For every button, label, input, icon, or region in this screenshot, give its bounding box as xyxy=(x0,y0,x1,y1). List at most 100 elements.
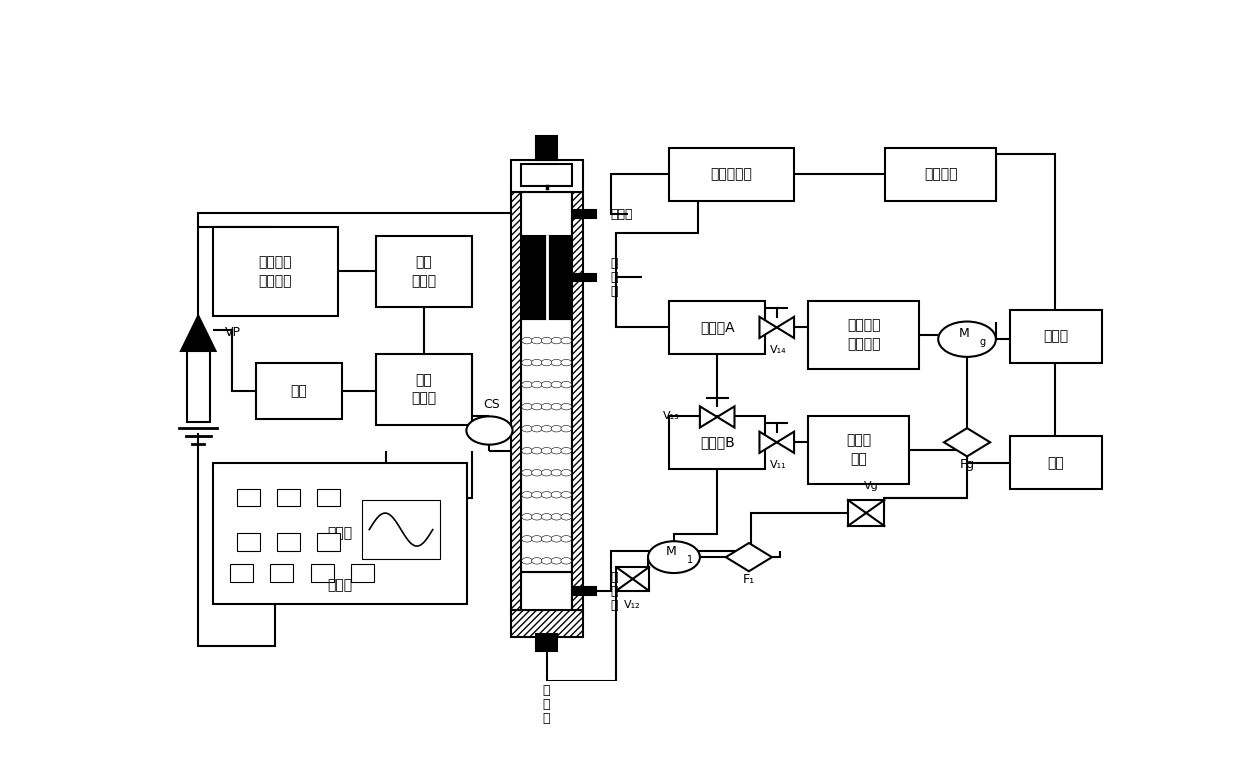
Bar xyxy=(277,533,300,551)
Bar xyxy=(237,533,259,551)
Text: 待处理: 待处理 xyxy=(847,433,872,448)
Text: 气液分离器: 气液分离器 xyxy=(711,168,753,181)
Text: 出气口: 出气口 xyxy=(610,207,632,220)
Bar xyxy=(511,192,521,610)
Bar xyxy=(573,588,596,595)
Circle shape xyxy=(522,470,532,476)
Circle shape xyxy=(551,382,562,388)
Text: Fg: Fg xyxy=(960,458,975,471)
Text: 调压: 调压 xyxy=(415,255,433,269)
Text: 压力阀: 压力阀 xyxy=(1043,329,1069,343)
Bar xyxy=(213,463,467,604)
Bar xyxy=(351,564,374,581)
Bar xyxy=(317,489,341,506)
Circle shape xyxy=(560,492,572,498)
Bar xyxy=(187,351,210,422)
Bar xyxy=(317,533,341,551)
Bar xyxy=(573,274,596,282)
Circle shape xyxy=(532,448,542,454)
Bar xyxy=(277,489,300,506)
Bar xyxy=(521,164,572,186)
Circle shape xyxy=(522,360,532,366)
Circle shape xyxy=(560,558,572,564)
Text: V₁₁: V₁₁ xyxy=(770,461,787,470)
Circle shape xyxy=(466,416,512,444)
Text: 检测单元: 检测单元 xyxy=(847,337,880,351)
Circle shape xyxy=(649,542,699,573)
Circle shape xyxy=(560,513,572,520)
Circle shape xyxy=(532,425,542,432)
Bar xyxy=(1011,310,1101,363)
Circle shape xyxy=(522,448,532,454)
Bar xyxy=(670,301,765,354)
Text: 水样: 水样 xyxy=(851,452,867,466)
Text: 示波器: 示波器 xyxy=(327,578,352,592)
Text: 进
气
口: 进 气 口 xyxy=(610,571,618,611)
Circle shape xyxy=(542,470,552,476)
Bar xyxy=(255,363,342,418)
Bar xyxy=(536,633,558,652)
Circle shape xyxy=(560,470,572,476)
Circle shape xyxy=(532,470,542,476)
Circle shape xyxy=(939,321,996,356)
Circle shape xyxy=(522,425,532,432)
Text: 1: 1 xyxy=(687,555,693,565)
Circle shape xyxy=(542,403,552,410)
Circle shape xyxy=(522,558,532,564)
Bar xyxy=(521,236,572,318)
Circle shape xyxy=(560,337,572,343)
Bar xyxy=(521,572,572,610)
Circle shape xyxy=(522,513,532,520)
Bar xyxy=(270,564,294,581)
Text: 出
水
口: 出 水 口 xyxy=(610,257,618,298)
Circle shape xyxy=(560,382,572,388)
Circle shape xyxy=(551,403,562,410)
Bar xyxy=(885,148,996,200)
Circle shape xyxy=(542,536,552,542)
Circle shape xyxy=(551,337,562,343)
Circle shape xyxy=(522,403,532,410)
Circle shape xyxy=(551,492,562,498)
Text: 示波器: 示波器 xyxy=(327,526,352,541)
Text: 市电: 市电 xyxy=(290,384,308,398)
Polygon shape xyxy=(181,316,216,351)
Text: M: M xyxy=(666,545,677,558)
Circle shape xyxy=(560,536,572,542)
Circle shape xyxy=(560,425,572,432)
Bar xyxy=(229,564,253,581)
Text: 高压纳秒: 高压纳秒 xyxy=(258,255,291,269)
Polygon shape xyxy=(759,431,776,453)
Circle shape xyxy=(522,337,532,343)
Text: V₁₄: V₁₄ xyxy=(770,345,787,355)
Circle shape xyxy=(522,536,532,542)
Circle shape xyxy=(532,403,542,410)
Bar xyxy=(311,564,334,581)
Bar xyxy=(521,318,572,572)
Circle shape xyxy=(551,536,562,542)
Circle shape xyxy=(532,360,542,366)
Circle shape xyxy=(560,448,572,454)
Circle shape xyxy=(532,382,542,388)
Bar xyxy=(670,416,765,469)
Text: 变压器: 变压器 xyxy=(412,392,436,405)
Text: VP: VP xyxy=(226,326,241,339)
Bar xyxy=(237,489,259,506)
Text: g: g xyxy=(980,337,986,347)
Bar xyxy=(521,192,572,236)
Bar xyxy=(670,148,794,200)
Circle shape xyxy=(560,360,572,366)
Text: 进
水
口: 进 水 口 xyxy=(543,684,551,724)
Bar xyxy=(573,210,596,218)
Polygon shape xyxy=(944,428,990,457)
Text: 储水箱A: 储水箱A xyxy=(699,321,734,334)
Polygon shape xyxy=(725,543,773,571)
Circle shape xyxy=(542,558,552,564)
Text: V₁₃: V₁₃ xyxy=(662,412,680,422)
Polygon shape xyxy=(776,317,794,338)
Bar xyxy=(572,192,583,610)
Circle shape xyxy=(542,492,552,498)
Bar xyxy=(362,500,440,559)
Text: CS: CS xyxy=(482,398,500,411)
Bar xyxy=(848,500,884,526)
Polygon shape xyxy=(699,406,717,428)
